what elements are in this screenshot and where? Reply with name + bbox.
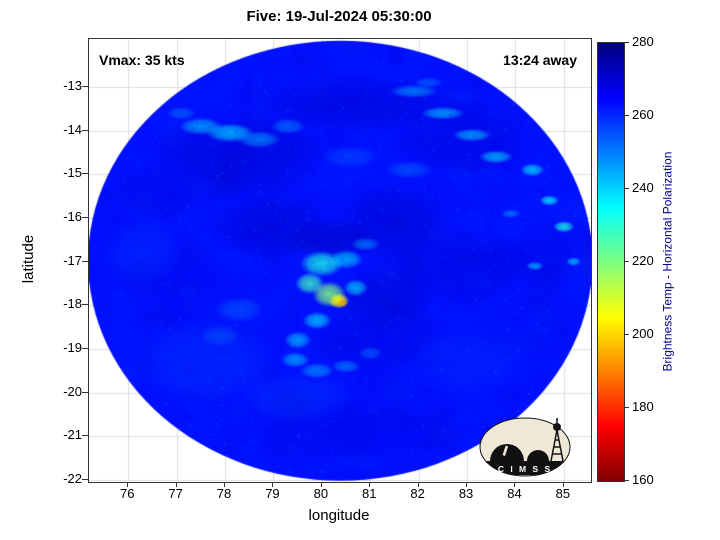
- x-tick-label: 84: [507, 486, 522, 501]
- colorbar-tick-mark: [625, 407, 629, 408]
- x-tick-mark: [320, 482, 322, 487]
- x-tick-mark: [272, 482, 274, 487]
- cimss-logo-band: [480, 461, 570, 475]
- observatory-dome-icon: [490, 444, 524, 461]
- x-tick-label: 82: [410, 486, 425, 501]
- y-tick-mark: [82, 478, 88, 480]
- y-tick-label: -19: [63, 339, 82, 355]
- colorbar-gradient: [598, 43, 624, 481]
- colorbar-tick-label: 260: [632, 107, 654, 122]
- x-tick-mark: [175, 482, 177, 487]
- small-dome-icon: [527, 450, 549, 461]
- y-tick-label: -21: [63, 427, 82, 443]
- dome-slit: [502, 445, 509, 456]
- y-tick-label: -16: [63, 208, 82, 224]
- y-tick-mark: [82, 391, 88, 393]
- colorbar-tick-label: 180: [632, 399, 654, 414]
- y-tick-label: -18: [63, 296, 82, 312]
- x-tick-mark: [514, 482, 516, 487]
- colorbar-tick-label: 160: [632, 472, 654, 487]
- y-tick-label: -13: [63, 78, 82, 93]
- time-away-annotation: 13:24 away: [503, 52, 577, 68]
- x-tick-mark: [127, 482, 129, 487]
- y-tick-mark: [82, 304, 88, 306]
- y-tick-label: -14: [63, 121, 82, 137]
- x-tick-mark: [562, 482, 564, 487]
- cimss-logo: C I M S S: [479, 417, 571, 477]
- radio-tower-icon: [550, 429, 564, 462]
- x-tick-label: 78: [216, 486, 232, 501]
- x-tick-mark: [224, 482, 226, 487]
- x-tick-label: 79: [265, 486, 280, 501]
- x-tick-label: 81: [362, 486, 377, 501]
- x-tick-mark: [369, 482, 371, 487]
- plot-area: Vmax: 35 kts 13:24 away C I M S S: [88, 38, 592, 483]
- x-tick-label: 76: [119, 486, 135, 501]
- x-tick-label: 80: [313, 486, 329, 501]
- y-tick-label: -17: [63, 252, 82, 268]
- y-tick-label: -22: [63, 470, 82, 486]
- x-tick-mark: [417, 482, 419, 487]
- colorbar-tick-mark: [625, 115, 629, 116]
- x-tick-label: 85: [555, 486, 571, 501]
- colorbar-tick-label: 280: [632, 34, 654, 49]
- y-tick-mark: [82, 216, 88, 218]
- y-tick-mark: [82, 435, 88, 437]
- tower-dome: [553, 423, 561, 431]
- colorbar-tick-label: 200: [632, 326, 654, 341]
- y-tick-mark: [82, 347, 88, 349]
- x-axis-label: longitude: [308, 507, 370, 524]
- chart-title: Five: 19-Jul-2024 05:30:00: [246, 8, 432, 25]
- y-tick-mark: [82, 173, 88, 175]
- x-tick-label: 83: [458, 486, 474, 501]
- y-tick-label: -15: [63, 165, 82, 181]
- y-tick-mark: [82, 260, 88, 262]
- colorbar-tick-mark: [625, 334, 629, 335]
- y-tick-mark: [82, 129, 88, 131]
- cimss-logo-text: C I M S S: [498, 464, 552, 474]
- colorbar-tick-mark: [625, 261, 629, 262]
- vmax-annotation: Vmax: 35 kts: [99, 52, 185, 68]
- x-tick-label: 77: [168, 486, 183, 501]
- x-tick-mark: [466, 482, 468, 487]
- satellite-swath-image: [89, 39, 591, 482]
- y-axis-label: latitude: [20, 234, 37, 284]
- colorbar-tick-mark: [625, 188, 629, 189]
- y-tick-mark: [82, 86, 88, 87]
- colorbar-tick-label: 220: [632, 253, 654, 268]
- colorbar: [597, 42, 625, 482]
- y-tick-label: -20: [63, 383, 82, 399]
- colorbar-tick-mark: [625, 480, 629, 481]
- colorbar-tick-mark: [625, 42, 629, 43]
- colorbar-tick-label: 240: [632, 180, 654, 195]
